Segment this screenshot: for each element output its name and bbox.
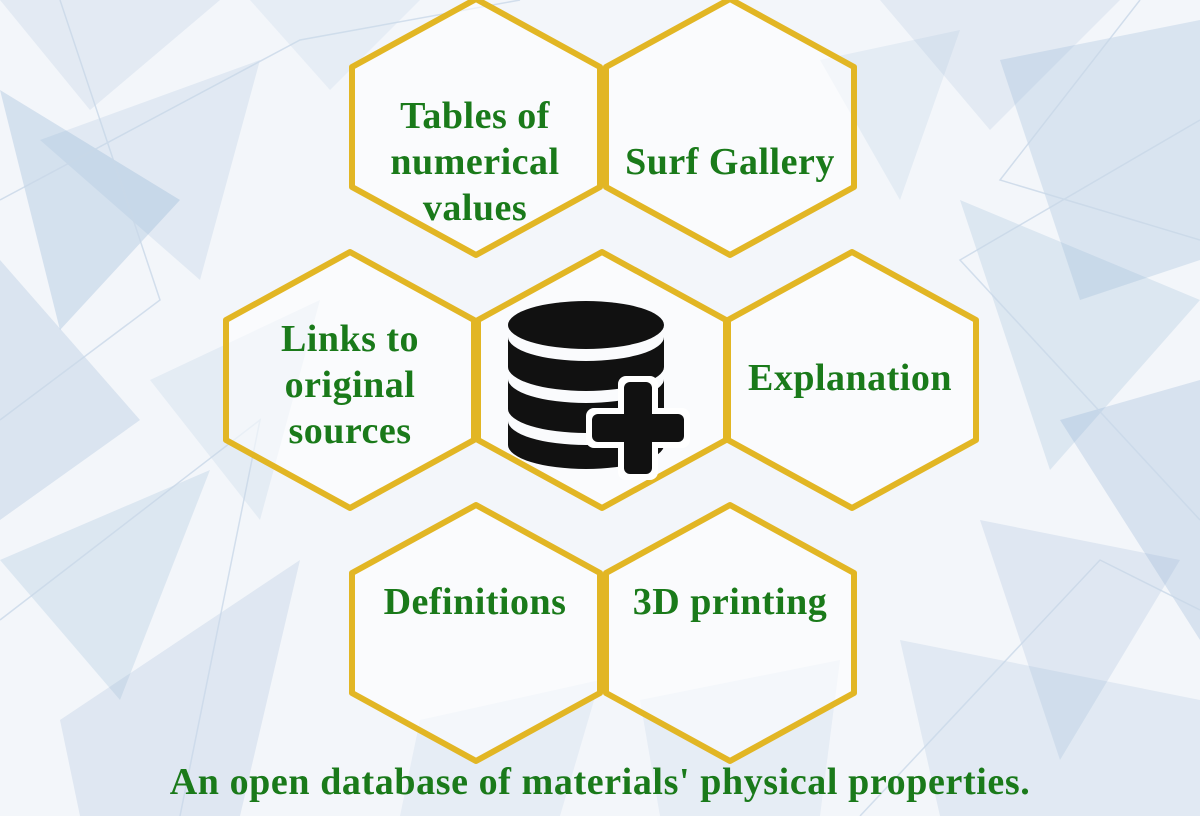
hex-links: [223, 249, 477, 511]
database-plus-icon: [508, 301, 690, 480]
tagline: An open database of materials' physical …: [169, 761, 1031, 803]
cell-explanation: Explanation: [747, 357, 953, 399]
hex-explanation: [725, 249, 979, 511]
cell-definitions: Definitions: [383, 581, 567, 623]
hex-definitions: [349, 502, 603, 764]
hex-tables: [349, 0, 603, 258]
hex-3d-printing: [603, 502, 857, 764]
cell-tables-of-numerical-values: Tables of numerical values: [390, 95, 560, 229]
cell-links-to-original-sources: Links to original sources: [280, 318, 420, 452]
cell-surf-gallery: Surf Gallery: [625, 141, 835, 183]
hex-surf-gallery: [603, 0, 857, 258]
cell-3d-printing: 3D printing: [632, 581, 828, 623]
